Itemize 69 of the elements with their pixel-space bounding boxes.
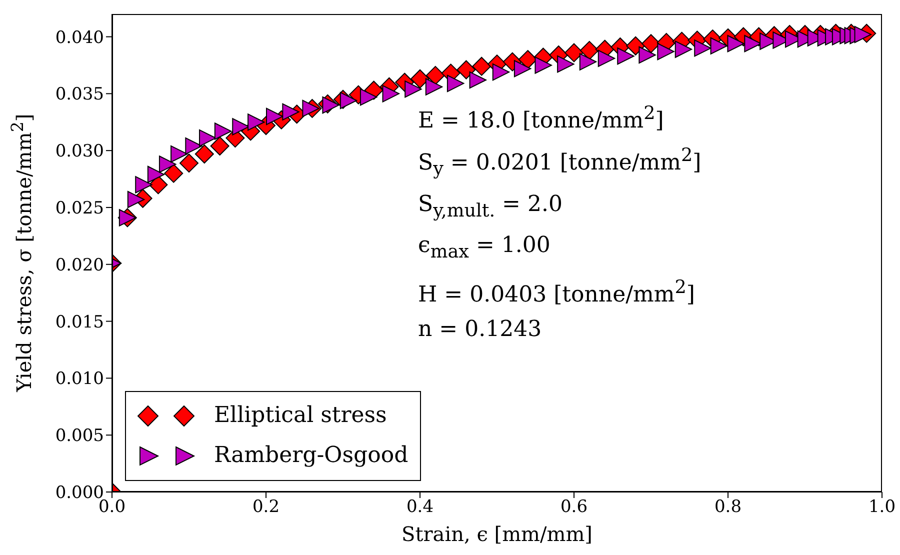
y-tick-label: 0.010 [55, 369, 104, 390]
point [426, 66, 445, 85]
point [657, 42, 674, 60]
point [579, 53, 597, 70]
point [170, 145, 188, 163]
annotation: ϵ$_{max}$ = 1.00 [418, 232, 552, 265]
legend-label: Elliptical stress [214, 402, 387, 430]
point [404, 80, 422, 98]
point [456, 60, 476, 80]
point [564, 43, 584, 62]
annotation: E = 18.0 [tonne/mm$^{2}$] [418, 102, 665, 136]
x-tick-label: 0.4 [406, 497, 434, 518]
point [322, 96, 340, 114]
point [340, 92, 358, 110]
point [642, 34, 660, 54]
point [557, 55, 574, 73]
point [638, 46, 656, 64]
point [674, 40, 692, 58]
y-tick-label: 0.025 [55, 198, 104, 219]
point [425, 78, 443, 96]
point [232, 118, 250, 136]
annotation: S$_{y,mult.}$ = 2.0 [418, 191, 564, 224]
x-tick-label: 0.2 [252, 497, 280, 518]
point [710, 37, 728, 54]
x-tick-label: 0.6 [560, 497, 588, 518]
point [382, 85, 400, 102]
y-tick-label: 0.030 [55, 142, 104, 162]
point [534, 56, 552, 74]
point [158, 156, 176, 173]
point [514, 60, 532, 78]
x-tick-label: 1.0 [868, 497, 896, 518]
y-tick-label: 0.020 [55, 255, 104, 276]
x-tick-label: 0.8 [714, 497, 742, 518]
point [127, 190, 145, 208]
point [492, 63, 510, 81]
point [282, 103, 300, 120]
y-tick-label: 0.005 [55, 426, 104, 446]
point [214, 122, 232, 140]
point [360, 88, 378, 106]
point [147, 166, 165, 184]
point [194, 144, 214, 164]
point [617, 48, 634, 65]
point [446, 74, 464, 92]
point [266, 108, 284, 126]
annotation: n = 0.1243 [418, 316, 543, 344]
point [580, 40, 599, 60]
point [410, 69, 430, 88]
point [744, 34, 762, 52]
point [180, 154, 198, 173]
point [472, 56, 492, 76]
point [727, 34, 744, 52]
point [694, 40, 712, 57]
point [210, 136, 230, 156]
point [164, 164, 184, 183]
annotation: H = 0.0403 [tonne/mm$^{2}$] [418, 276, 696, 310]
point [185, 137, 202, 155]
annotation: S$_{y}$ = 0.0201 [tonne/mm$^{2}$] [418, 144, 702, 182]
point [199, 129, 216, 147]
point [469, 71, 486, 89]
y-tick-label: 0.015 [55, 312, 104, 332]
y-tick-label: 0.035 [55, 84, 104, 105]
x-axis-title: Strain, ϵ [mm/mm] [400, 522, 594, 546]
point [148, 175, 168, 194]
point [135, 176, 152, 194]
y-tick-label: 0.040 [55, 28, 104, 48]
point [248, 114, 265, 131]
point [854, 26, 872, 44]
point [598, 50, 616, 67]
legend-label: Ramberg-Osgood [214, 442, 408, 470]
